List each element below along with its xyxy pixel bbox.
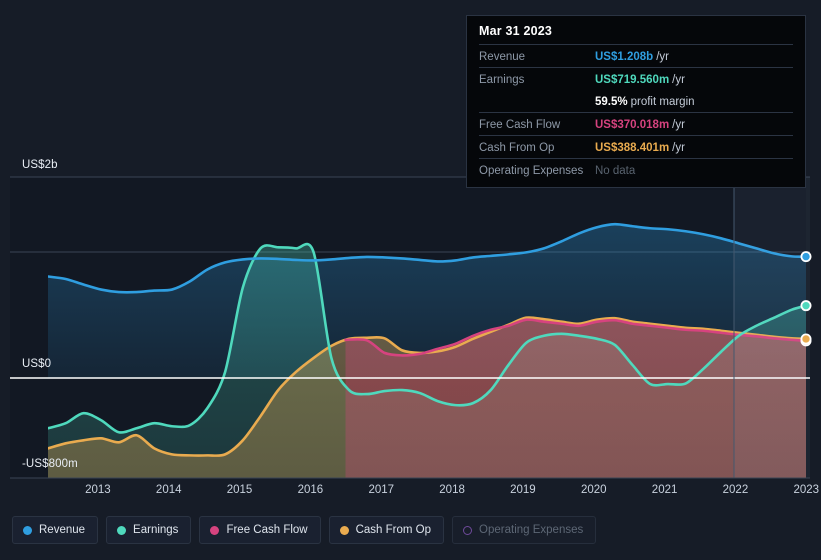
legend-item-label: Operating Expenses (479, 524, 584, 536)
tooltip-row-value: US$719.560m (595, 74, 670, 86)
tooltip-row-label: Operating Expenses (479, 165, 584, 177)
legend-item-label: Earnings (133, 524, 179, 536)
legend-item-label: Free Cash Flow (226, 524, 308, 536)
x-axis-tick-2013: 2013 (85, 484, 111, 496)
x-axis-tick-2023: 2023 (793, 484, 820, 496)
tooltip-row-suffix: /yr (672, 142, 685, 154)
tooltip-row-suffix: /yr (672, 74, 685, 86)
x-axis-tick-2017: 2017 (368, 484, 395, 496)
y-axis-label-bottom: -US$800m (22, 458, 78, 470)
x-axis-tick-2014: 2014 (155, 484, 182, 496)
legend-dot-icon (23, 525, 32, 535)
tooltip-row-value-wrap: US$1.208b/yr (595, 47, 669, 65)
legend-item-label: Revenue (39, 524, 86, 536)
x-axis-tick-2022: 2022 (722, 484, 749, 496)
x-axis-tick-2019: 2019 (510, 484, 536, 496)
tooltip-row: Free Cash Flow US$370.018m/yr (479, 112, 793, 135)
data-tooltip: Mar 31 2023 Revenue US$1.208b/yr Earnings U… (466, 15, 806, 188)
tooltip-row-value-wrap: US$719.560m/yr (595, 70, 685, 88)
tooltip-row: Operating Expenses No data (479, 158, 793, 181)
tooltip-row-suffix: profit margin (630, 96, 695, 108)
x-axis-tick-2020: 2020 (580, 484, 607, 496)
legend-item-free-cash-flow[interactable]: Free Cash Flow (199, 516, 321, 544)
tooltip-row-label: Cash From Op (479, 142, 555, 154)
tooltip-date: Mar 31 2023 (479, 24, 553, 38)
legend-item-label: Cash From Op (355, 524, 432, 536)
tooltip-row-value: 59.5% (595, 96, 628, 108)
tooltip-row-value-wrap: US$370.018m/yr (595, 115, 685, 133)
tooltip-row-suffix: /yr (672, 119, 685, 131)
x-axis-tick-2016: 2016 (297, 484, 324, 496)
tooltip-row-label: Free Cash Flow (479, 119, 561, 131)
legend-item-revenue[interactable]: Revenue (12, 516, 99, 544)
legend-item-earnings[interactable]: Earnings (106, 516, 192, 544)
legend-item-operating-expenses[interactable]: Operating Expenses (452, 516, 597, 544)
tooltip-row-value: US$1.208b (595, 51, 654, 63)
y-axis-label-zero: US$0 (22, 358, 52, 370)
tooltip-row-value: US$388.401m (595, 142, 670, 154)
x-axis-tick-2018: 2018 (439, 484, 465, 496)
tooltip-row-value-wrap: No data (595, 161, 635, 179)
tooltip-row: Revenue US$1.208b/yr (479, 44, 793, 67)
chart-legend[interactable]: Revenue Earnings Free Cash Flow Cash From O… (12, 516, 597, 544)
tooltip-row-value: No data (595, 165, 636, 177)
tooltip-row-value: US$370.018m (595, 119, 670, 131)
x-axis-tick-2021: 2021 (651, 484, 678, 496)
tooltip-rows: Revenue US$1.208b/yr Earnings US$719.560m/y… (479, 44, 793, 181)
tooltip-row-suffix: /yr (656, 51, 669, 63)
x-axis: 2013 2014 2015 2016 2017 2018 2019 2020 2021 2022… (0, 484, 821, 504)
tooltip-row-value-wrap: 59.5% profit margin (595, 92, 695, 110)
y-axis-label-top: US$2b (22, 159, 58, 171)
tooltip-row: Earnings US$719.560m/yr (479, 67, 793, 90)
legend-dot-icon (117, 525, 127, 535)
legend-dot-icon (210, 525, 220, 535)
x-axis-tick-2015: 2015 (226, 484, 253, 496)
legend-dot-icon (463, 525, 473, 535)
tooltip-row: 59.5% profit margin (479, 90, 793, 112)
tooltip-row: Cash From Op US$388.401m/yr (479, 135, 793, 158)
tooltip-row-label: Revenue (479, 51, 526, 63)
legend-item-cash-from-op[interactable]: Cash From Op (328, 516, 445, 544)
tooltip-row-label: Earnings (479, 74, 525, 86)
tooltip-row-value-wrap: US$388.401m/yr (595, 138, 685, 156)
legend-dot-icon (339, 525, 349, 535)
